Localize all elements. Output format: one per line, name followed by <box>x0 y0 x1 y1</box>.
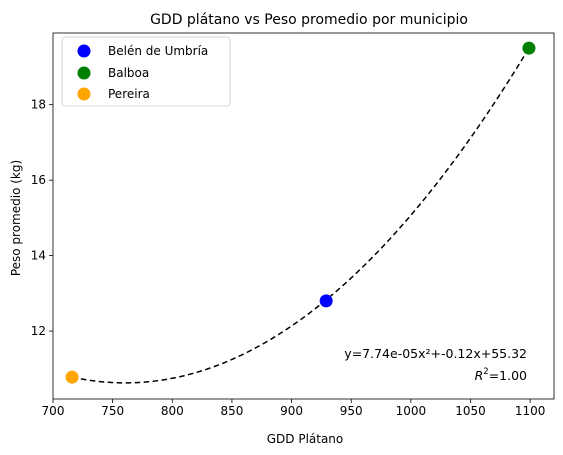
x-tick-label: 700 <box>42 404 65 418</box>
legend-label-belen: Belén de Umbría <box>108 44 208 58</box>
fit-r2: R2=1.00 <box>475 367 527 383</box>
points-layer <box>65 41 536 384</box>
y-axis: 12 14 16 18 <box>31 98 53 338</box>
plot-frame <box>52 32 555 400</box>
legend-label-pereira: Pereira <box>108 87 150 101</box>
x-tick-label: 1000 <box>396 404 427 418</box>
y-tick-label: 16 <box>31 173 46 187</box>
chart-title: GDD plátano vs Peso promedio por municip… <box>150 12 468 28</box>
fit-r2-superscript: 2 <box>483 367 488 377</box>
fit-equation: y=7.74e-05x²+-0.12x+55.32 <box>344 346 527 361</box>
legend-frame <box>61 36 231 107</box>
x-tick-label: 800 <box>161 404 184 418</box>
x-axis-label: GDD Plátano <box>267 432 344 446</box>
data-point <box>522 41 536 55</box>
legend-marker-belen <box>77 44 91 58</box>
fit-r2-symbol: R <box>475 368 484 383</box>
legend-marker-balboa <box>77 66 91 80</box>
x-tick-label: 750 <box>101 404 124 418</box>
fit-curve <box>71 47 530 384</box>
x-tick-label: 950 <box>340 404 363 418</box>
y-tick-label: 18 <box>31 98 46 112</box>
legend-label-balboa: Balboa <box>108 66 149 80</box>
x-tick-label: 850 <box>220 404 243 418</box>
y-tick-label: 12 <box>31 324 46 338</box>
fit-curve-layer <box>71 47 530 384</box>
legend-marker-pereira <box>77 87 91 101</box>
fit-r2-value: =1.00 <box>489 368 527 383</box>
x-tick-label: 1050 <box>455 404 486 418</box>
y-tick-label: 14 <box>31 249 46 263</box>
x-tick-label: 1100 <box>515 404 546 418</box>
x-axis: 700 750 800 850 900 950 1000 1050 1100 <box>42 399 546 418</box>
data-point <box>65 370 79 384</box>
x-tick-label: 900 <box>280 404 303 418</box>
data-point <box>319 294 333 308</box>
y-axis-label: Peso promedio (kg) <box>9 160 23 276</box>
legend: Belén de Umbría Balboa Pereira <box>61 36 231 107</box>
